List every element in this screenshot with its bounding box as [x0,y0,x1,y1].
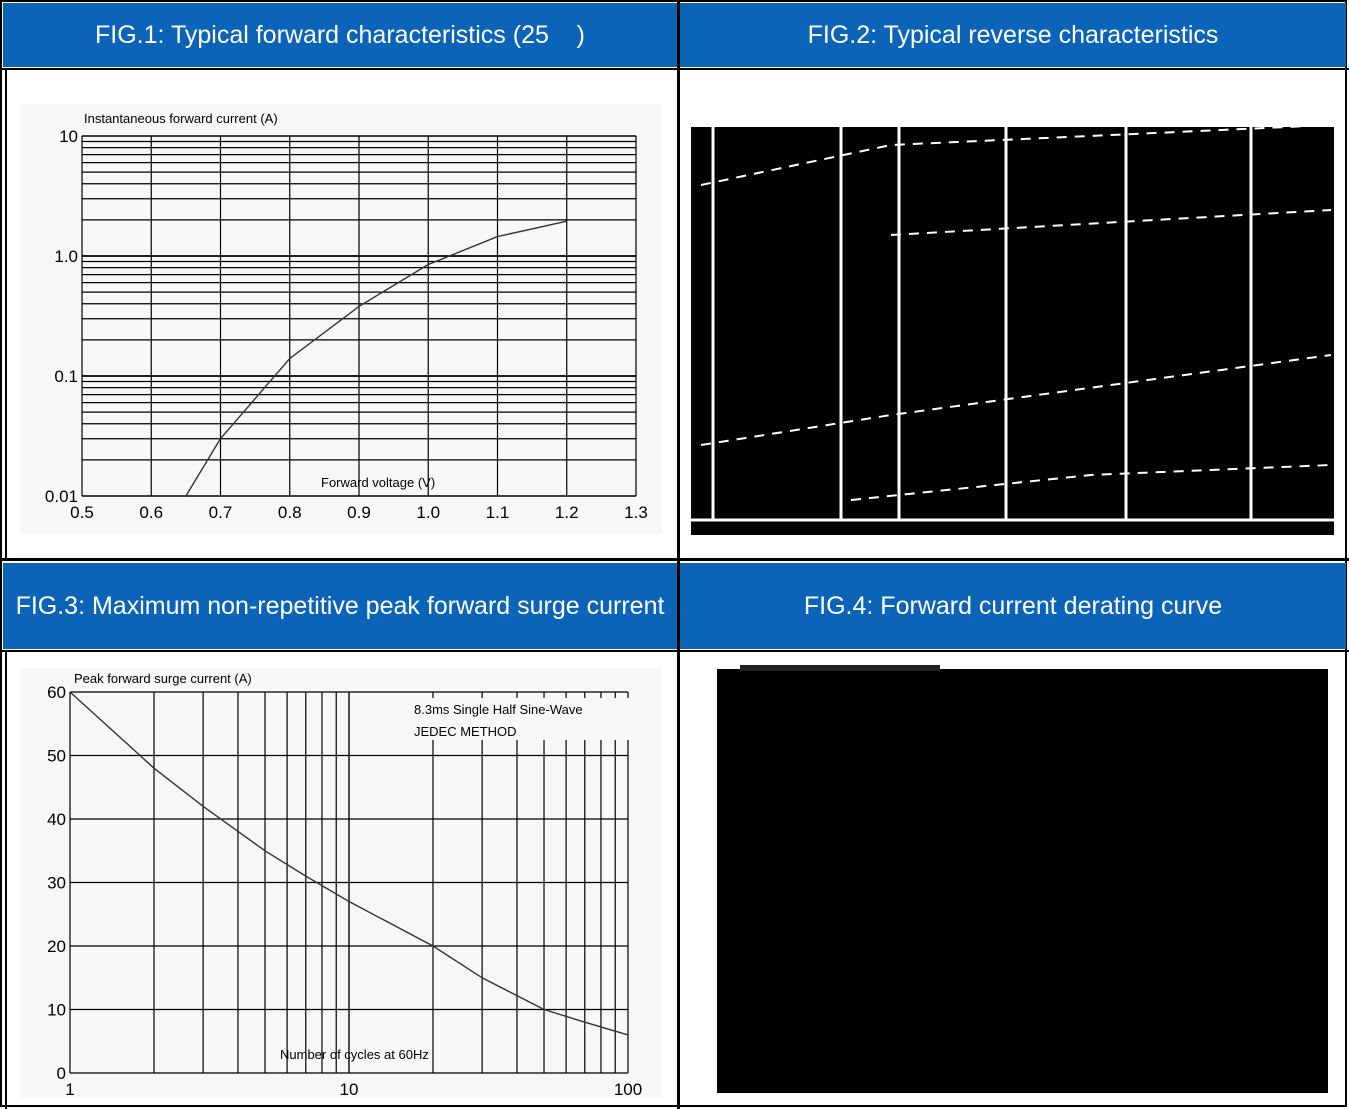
fig3-x-tick-label: 1 [65,1080,74,1098]
fig4-chart-area [717,669,1328,1093]
fig1-x-tick-label: 0.9 [347,503,371,522]
fig3-y-tick-label: 20 [47,937,66,956]
fig2-top-band [691,105,1334,127]
fig2-chart-panel [691,105,1334,535]
fig3-series-line [69,691,629,1036]
fig2-grid-artifacts [691,127,1334,522]
fig3-y-tick-label: 0 [57,1064,66,1083]
fig3-y-tick-label: 50 [47,747,66,766]
fig3-y-tick-label: 10 [47,1001,66,1020]
fig3-annotation-line2: JEDEC METHOD [414,724,517,739]
fig1-x-tick-label: 1.1 [486,503,510,522]
fig3-chart-panel: 1 10 100 0 10 20 30 40 50 60 Peak forward surge c… [20,668,662,1098]
fig1-x-tick-label: 0.8 [278,503,302,522]
fig1-chart-panel: 0.5 0.6 0.7 0.8 0.9 1.0 1.1 1.2 1.3 0.01 0.1 1.0 10 … [20,104,662,534]
table-divider-row2 [0,558,1349,561]
fig2-plot-background [691,105,1334,535]
table-inner-left-2 [5,652,7,1109]
fig3-annotation-bg [390,698,635,740]
fig1-x-tick-label: 0.5 [70,503,94,522]
fig3-y-tick-label: 60 [47,683,66,702]
fig3-annotation-line1: 8.3ms Single Half Sine-Wave [414,702,583,717]
fig3-x-tick-label: 10 [340,1080,359,1098]
fig4-header: FIG.4: Forward current derating curve [680,563,1346,649]
table-divider-vertical [677,0,680,1109]
table-inner-left [5,70,7,558]
fig3-y-tick-label: 30 [47,874,66,893]
fig1-chart: 0.5 0.6 0.7 0.8 0.9 1.0 1.1 1.2 1.30.010.11.010 … [20,104,662,534]
fig1-x-tick-label: 0.7 [209,503,233,522]
table-divider-row3 [0,650,1349,652]
fig2-chart [691,105,1334,535]
fig1-x-tick-label: 1.0 [416,503,440,522]
fig3-ylabel: Peak forward surge current (A) [74,671,252,686]
fig1-y-tick-label: 10 [59,127,78,146]
fig3-y-tick-label: 40 [47,810,66,829]
fig1-x-tick-label: 1.3 [624,503,648,522]
fig3-xlabel: Number of cycles at 60Hz [280,1047,429,1062]
fig1-y-tick-label: 1.0 [54,247,78,266]
fig3-x-tick-label: 100 [614,1080,642,1098]
fig1-y-tick-label: 0.01 [45,487,78,506]
fig1-y-tick-label: 0.1 [54,367,78,386]
fig4-chart-artifact [740,665,940,671]
fig1-x-tick-label: 1.2 [555,503,579,522]
table-divider-row1 [0,68,1349,70]
fig1-x-tick-label: 0.6 [139,503,163,522]
fig2-header: FIG.2: Typical reverse characteristics [680,3,1346,67]
fig1-xlabel: Forward voltage (V) [321,475,435,490]
fig1-ylabel: Instantaneous forward current (A) [84,111,278,126]
fig1-header: FIG.1: Typical forward characteristics (… [3,3,677,67]
fig2-curve-artifacts [700,124,1332,501]
fig3-header: FIG.3: Maximum non-repetitive peak forwa… [3,563,677,649]
fig1-series-line [185,220,567,497]
fig3-chart: 1 10 100 0 10 20 30 40 50 60 Peak forward surge c… [20,668,662,1098]
